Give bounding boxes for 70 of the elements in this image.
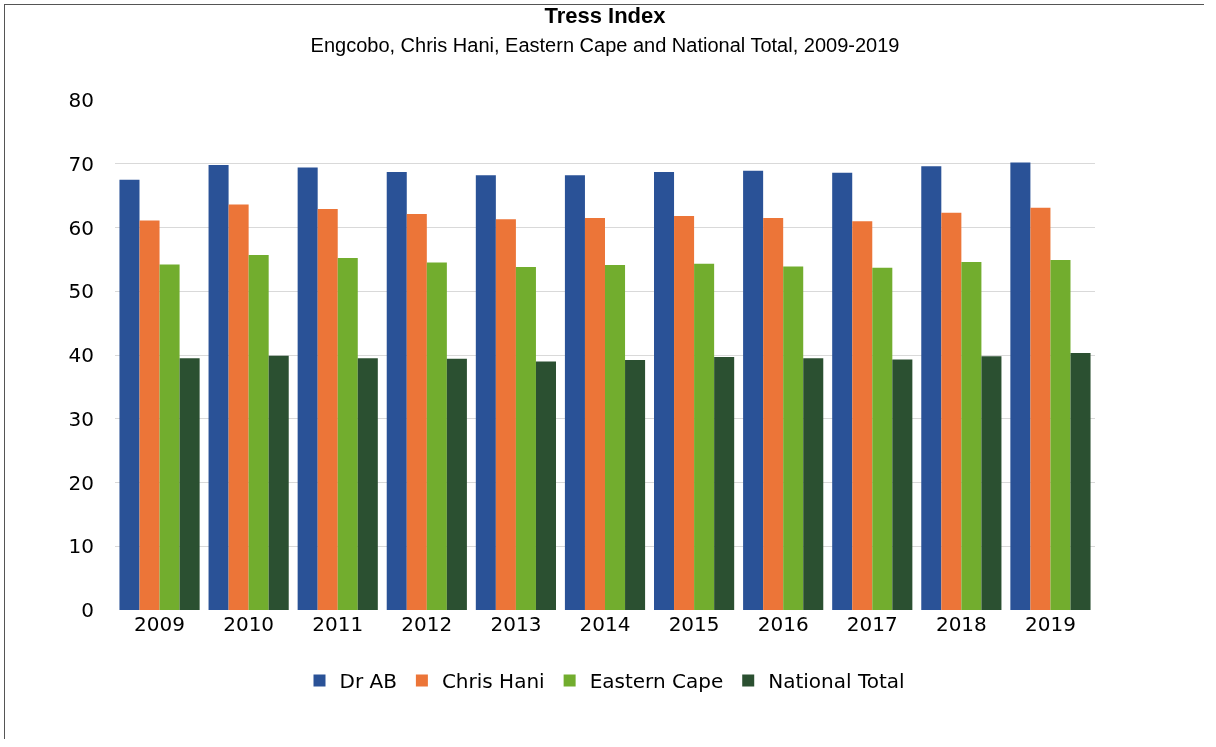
x-tick-label: 2018: [935, 612, 987, 636]
x-tick-label: 2014: [579, 612, 631, 636]
x-tick-label: 2016: [757, 612, 809, 636]
y-tick-label: 40: [68, 343, 94, 367]
chart-title: Tress Index: [544, 3, 667, 29]
bar: [694, 263, 715, 610]
chart-subtitle: Engcobo, Chris Hani, Eastern Cape and National Total, 2009-2019: [310, 33, 900, 56]
bar: [208, 165, 229, 610]
bar: [357, 358, 378, 610]
bar: [475, 175, 496, 610]
bar: [446, 358, 467, 610]
bar: [426, 262, 447, 610]
bar: [961, 261, 982, 610]
legend-label: Chris Hani: [441, 669, 545, 694]
bar: [674, 216, 695, 610]
bar: [1070, 353, 1091, 610]
bar: [406, 214, 427, 610]
bar: [564, 175, 585, 610]
bar: [535, 361, 556, 610]
y-tick-label: 30: [68, 406, 94, 431]
bar: [179, 358, 200, 610]
bar: [1050, 260, 1071, 610]
x-tick-label: 2012: [401, 612, 453, 636]
bar: [803, 358, 824, 610]
bar: [625, 360, 646, 610]
bar: [832, 172, 853, 610]
x-tick-label: 2011: [312, 612, 364, 636]
legend-label: Eastern Cape: [589, 669, 724, 694]
bar: [763, 217, 784, 610]
x-tick-label: 2013: [490, 612, 542, 636]
bar: [1030, 207, 1051, 610]
y-tick-label: 10: [68, 534, 94, 559]
y-tick-label: 80: [68, 88, 94, 112]
x-tick-label: 2017: [846, 612, 898, 636]
bar: [317, 209, 338, 610]
x-tick-label: 2015: [668, 612, 720, 636]
y-tick-label: 70: [68, 151, 94, 176]
bar: [337, 258, 358, 610]
bar: [515, 267, 536, 610]
bar: [495, 219, 516, 610]
x-tick-label: 2009: [134, 612, 185, 636]
y-tick-label: 0: [81, 598, 94, 622]
legend-label: Dr AB: [339, 669, 397, 694]
bar: [981, 356, 1002, 610]
bar: [228, 204, 249, 610]
bar: [248, 254, 269, 610]
bar: [297, 167, 318, 610]
bar: [892, 359, 913, 610]
bar: [921, 166, 942, 610]
bar: [743, 170, 764, 610]
bar: [941, 212, 962, 610]
bar: [852, 221, 873, 610]
y-tick-label: 50: [68, 279, 94, 304]
y-tick-label: 20: [68, 470, 94, 495]
x-tick-label: 2010: [223, 612, 275, 636]
legend-label: National Total: [768, 669, 905, 694]
bar: [605, 265, 626, 610]
y-tick-label: 60: [68, 215, 94, 240]
bar: [654, 172, 675, 610]
bar: [386, 172, 407, 610]
bar: [119, 179, 140, 610]
bar: [159, 264, 180, 610]
bar: [139, 220, 160, 610]
x-tick-label: 2019: [1025, 612, 1076, 636]
bar: [714, 356, 735, 610]
bar: [872, 267, 893, 610]
bar: [268, 355, 289, 610]
bar: [1010, 162, 1031, 610]
bar: [783, 266, 804, 610]
bar: [584, 217, 605, 610]
